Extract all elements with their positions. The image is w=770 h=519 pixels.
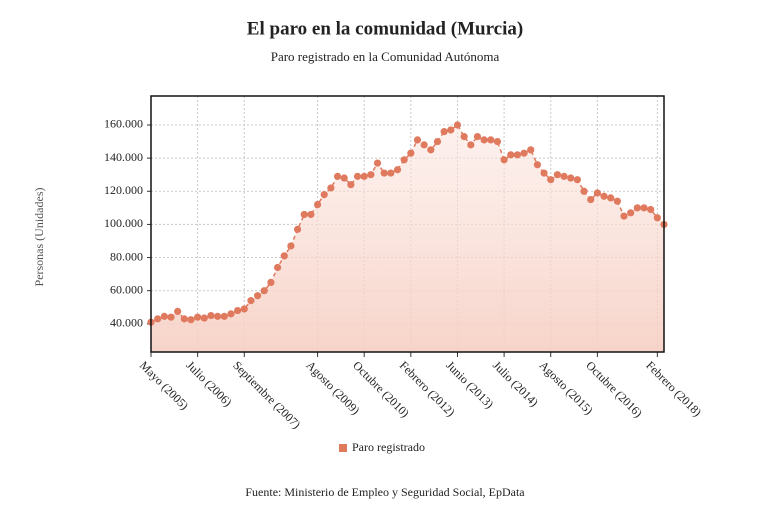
point [547,176,555,184]
point [160,312,168,320]
point [313,200,322,209]
point [427,146,435,154]
point [500,156,508,164]
point [167,313,175,321]
point [320,190,328,199]
point [227,310,235,318]
point [247,297,255,305]
point [214,312,222,320]
point [533,161,542,169]
y-tick-label: 40.000 [110,316,143,330]
point [473,132,482,141]
point [400,156,408,164]
point [413,136,422,144]
point [207,311,215,320]
point [300,210,308,219]
y-tick-label: 140.000 [104,150,143,164]
point [307,210,315,219]
point [573,176,581,184]
point [407,149,415,157]
point [280,252,288,260]
point [593,189,601,197]
point [587,195,595,204]
point [187,316,195,324]
point [480,136,488,144]
point [633,204,641,212]
point [333,172,342,180]
y-tick-label: 120.000 [104,183,143,197]
y-tick-label: 60.000 [110,282,143,296]
point [253,292,262,300]
chart-title: El paro en la comunidad (Murcia) [247,18,523,39]
point [380,169,388,177]
point [260,287,268,295]
y-tick-label: 80.000 [110,249,143,263]
x-tick-label: Julio (2014) [490,358,541,409]
legend-label: Paro registrado [352,440,425,454]
point [327,184,335,192]
chart-subtitle: Paro registrado en la Comunidad Autónoma [271,49,500,64]
point [520,149,528,157]
point [607,194,615,202]
point [640,204,648,212]
point [360,172,368,180]
point [234,306,242,315]
point [393,166,402,174]
point [460,132,468,141]
source: Fuente: Ministerio de Empleo y Seguridad… [245,485,525,499]
area [151,125,664,352]
x-tick-label: Febrero (2018) [643,358,704,419]
point [420,141,428,149]
y-tick-label: 100.000 [104,216,143,230]
point [540,169,548,177]
plot-frame [150,95,665,353]
point [180,315,188,323]
point [567,174,575,182]
point [580,187,588,195]
point [347,181,355,189]
x-tick-label: Mayo (2005) [137,358,191,412]
point [527,146,535,154]
point [433,137,442,146]
point [293,225,302,233]
x-tick-label: Septiembre (2007) [230,358,303,431]
point [613,197,621,205]
point [440,128,448,136]
point [513,151,522,159]
point [287,242,295,250]
point [340,174,348,182]
point [647,205,655,214]
point [194,313,202,321]
point [553,171,562,179]
point [353,172,362,180]
point [154,315,162,323]
point [560,172,568,180]
point [367,171,375,179]
point [507,151,515,159]
point [220,312,228,320]
point [447,126,455,134]
point [387,169,395,177]
point [627,209,635,217]
point [620,212,628,220]
point [487,136,495,144]
y-axis-label: Personas (Unidades) [32,188,46,287]
point [240,305,248,313]
point [273,263,282,272]
y-tick-label: 160.000 [104,117,143,131]
x-tick-label: Octubre (2016) [583,358,645,420]
point [174,307,182,316]
point [373,159,382,167]
point [200,314,208,322]
point [453,121,462,129]
point [467,141,475,149]
point [600,192,608,200]
legend-marker [339,444,347,452]
point [267,278,275,287]
point [653,214,661,222]
point [493,137,502,146]
